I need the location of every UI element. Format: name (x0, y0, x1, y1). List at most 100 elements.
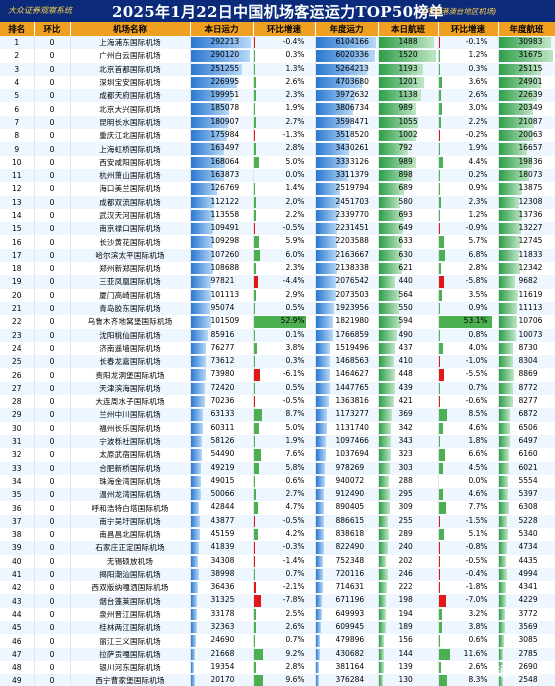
annual-flights-cell-bar (498, 329, 516, 341)
daily-flights-cell-bar (378, 236, 403, 248)
annual-flights-cell-value: 6497 (518, 435, 538, 445)
daily-flights-cell-value: 448 (398, 369, 413, 379)
table-row[interactable]: 14 0 武汉天河国际机场 113558 2.2% 2339770 693 1.2% 13736 (0, 208, 555, 223)
table-row[interactable]: 32 0 太原武宿国际机场 54490 7.6% 1037694 323 6.6% 6160 (0, 448, 555, 462)
daily-flights-cell-bar (378, 661, 384, 674)
table-row[interactable]: 42 0 西双版纳嘎洒国际机场 36436 -2.1% 714631 222 -1.8% 434… (0, 581, 555, 595)
table-row[interactable]: 13 0 成都双流国际机场 112122 2.0% 2451703 580 2.3% 12308 (0, 195, 555, 209)
table-row[interactable]: 37 0 南宁吴圩国际机场 43877 -0.5% 886615 255 -1.5% 5228 (0, 514, 555, 528)
annual-capacity-cell-bar (315, 196, 340, 208)
table-row[interactable]: 38 0 南昌昌北国际机场 45159 4.2% 838618 289 5.1% 5340 (0, 527, 555, 542)
table-row[interactable]: 26 0 贵阳龙洞堡国际机场 73980 -6.1% 1464627 448 -5.5% 886… (0, 368, 555, 382)
daily-capacity-cell-value: 126769 (210, 183, 240, 193)
annual-flights-cell: 31675 (498, 49, 555, 63)
daily-flights-cell-value: 198 (398, 595, 413, 605)
table-row[interactable]: 15 0 南京禄口国际机场 109491 -0.5% 2231451 649 -0.9% 132… (0, 222, 555, 236)
daily-flights-cell-bar (378, 582, 387, 594)
table-row[interactable]: 33 0 合肥新桥国际机场 49219 5.8% 978269 303 4.5% 6021 (0, 461, 555, 475)
daily-capacity-cell: 33178 (190, 607, 254, 622)
table-row[interactable]: 34 0 珠海金湾国际机场 49015 0.6% 940072 288 0.0% 5554 (0, 474, 555, 489)
capacity-growth-cell-bar (253, 608, 256, 621)
table-row[interactable]: 7 0 昆明长水国际机场 180907 2.7% 3598471 1055 2.2% 21087 (0, 115, 555, 130)
table-row[interactable]: 31 0 宁波栎社国际机场 58126 1.9% 1097466 343 1.8% 6497 (0, 434, 555, 449)
table-row[interactable]: 4 0 深圳宝安国际机场 226995 2.6% 4703680 1201 3.6% 24901 (0, 75, 555, 90)
rank-cell: 10 (0, 155, 35, 169)
table-row[interactable]: 29 0 兰州中川国际机场 63133 8.7% 1173277 369 8.5% 6872 (0, 408, 555, 422)
col-flight-growth[interactable]: 环比增速 (438, 22, 499, 36)
col-daily-capacity[interactable]: 本日运力 (190, 22, 254, 36)
rank-cell: 20 (0, 288, 35, 302)
col-airport-name[interactable]: 机场名称 (70, 22, 191, 36)
col-annual-flights[interactable]: 年度航班 (498, 22, 555, 36)
col-rank-change[interactable]: 环比 (34, 22, 71, 36)
table-row[interactable]: 19 0 三亚凤凰国际机场 97821 -4.4% 2076542 440 -5.8% 9682 (0, 275, 555, 289)
daily-flights-cell: 689 (378, 182, 439, 196)
capacity-growth-cell-bar (253, 63, 255, 75)
annual-flights-cell-bar (498, 156, 533, 168)
table-row[interactable]: 8 0 重庆江北国际机场 175984 -1.3% 3518520 1002 -0.2% 200… (0, 129, 555, 143)
flight-growth-cell-value: -1.8% (465, 582, 488, 592)
daily-flights-cell: 246 (378, 567, 439, 582)
table-row[interactable]: 28 0 大连周水子国际机场 70236 -0.5% 1363816 421 -0.6% 827… (0, 395, 555, 409)
table-row[interactable]: 24 0 济南遥墙国际机场 76277 3.8% 1519496 437 4.0% 8730 (0, 341, 555, 356)
annual-flights-cell-value: 5554 (518, 475, 538, 485)
annual-flights-cell: 8304 (498, 355, 555, 369)
daily-capacity-cell: 163497 (190, 142, 254, 156)
table-row[interactable]: 44 0 泉州晋江国际机场 33178 2.5% 649993 194 3.2% 3772 (0, 607, 555, 622)
table-row[interactable]: 43 0 烟台蓬莱国际机场 31325 -7.8% 671196 198 -7.0% 4229 (0, 594, 555, 608)
col-daily-flights[interactable]: 本日航班 (378, 22, 439, 36)
table-row[interactable]: 11 0 杭州萧山国际机场 163873 0.0% 3311379 898 0.2% 18073 (0, 168, 555, 183)
table-row[interactable]: 9 0 上海虹桥国际机场 163497 2.8% 3430261 792 1.9% 16657 (0, 142, 555, 156)
flight-growth-cell-value: -0.8% (465, 542, 488, 552)
annual-capacity-cell-value: 940072 (335, 475, 365, 485)
table-row[interactable]: 20 0 厦门高崎国际机场 101113 2.9% 2073503 564 3.5% 11619 (0, 288, 555, 302)
table-row[interactable]: 17 0 哈尔滨太平国际机场 107260 6.0% 2163667 630 6.8% 1183… (0, 248, 555, 263)
table-row[interactable]: 22 0 乌鲁木齐地窝堡国际机场 101509 52.9% 1821980 594 53.1%… (0, 315, 555, 329)
annual-flights-cell: 6021 (498, 461, 555, 475)
annual-flights-cell-value: 2690 (518, 661, 538, 671)
col-annual-capacity[interactable]: 年度运力 (315, 22, 379, 36)
rank-change-cell: 0 (34, 102, 71, 116)
table-row[interactable]: 47 0 拉萨贡嘎国际机场 21668 9.2% 430682 144 11.6% 2785 (0, 647, 555, 661)
table-row[interactable]: 23 0 沈阳桃仙国际机场 85916 0.1% 1766859 490 0.8% 10073 (0, 328, 555, 342)
table-row[interactable]: 5 0 成都天府国际机场 199951 2.3% 3972632 1138 2.6% 22639 (0, 89, 555, 103)
annual-capacity-cell-value: 2073503 (335, 289, 369, 299)
table-row[interactable]: 12 0 海口美兰国际机场 126769 1.4% 2519794 689 0.9% 13875 (0, 182, 555, 196)
col-capacity-growth[interactable]: 环比增速 (253, 22, 316, 36)
table-row[interactable]: 27 0 天津滨海国际机场 72420 0.5% 1447765 439 0.7% 8772 (0, 381, 555, 396)
table-row[interactable]: 6 0 北京大兴国际机场 185078 1.9% 3806734 989 3.0% 20349 (0, 102, 555, 116)
table-row[interactable]: 49 0 西宁曹家堡国际机场 20170 9.6% 376284 130 8.3% 2548 (0, 674, 555, 686)
table-row[interactable]: 41 0 揭阳潮汕国际机场 38998 0.7% 720116 246 -0.4% 4994 (0, 567, 555, 582)
table-row[interactable]: 1 0 上海浦东国际机场 292213 -0.4% 6104166 1488 -0.1% 309… (0, 36, 555, 50)
daily-flights-cell-bar (378, 542, 388, 554)
daily-flights-cell-value: 1138 (398, 90, 418, 100)
col-rank[interactable]: 排名 (0, 22, 35, 36)
table-row[interactable]: 40 0 无锡硕放机场 34308 -1.4% 752348 202 -0.5% 4435 (0, 554, 555, 568)
table-row[interactable]: 10 0 西安咸阳国际机场 168064 5.0% 3333126 989 4.4% 19836 (0, 155, 555, 169)
table-row[interactable]: 18 0 郑州新郑国际机场 108688 2.3% 2138338 621 2.8% 12342 (0, 262, 555, 276)
table-row[interactable]: 45 0 桂林两江国际机场 32363 2.6% 609945 189 3.8% 3569 (0, 621, 555, 635)
table-row[interactable]: 2 0 广州白云国际机场 290120 0.3% 6020336 1520 1.2% 31675 (0, 49, 555, 63)
table-row[interactable]: 39 0 石家庄正定国际机场 41839 -0.3% 822490 240 -0.8% 4734 (0, 541, 555, 555)
table-row[interactable]: 25 0 长春龙嘉国际机场 73612 0.3% 1468563 410 -1.0% 8304 (0, 355, 555, 369)
table-row[interactable]: 21 0 青岛胶东国际机场 95074 0.5% 1923956 550 0.9% 11113 (0, 301, 555, 316)
annual-capacity-cell-bar (315, 595, 323, 607)
daily-flights-cell-value: 342 (398, 422, 413, 432)
flight-growth-cell: 4.5% (438, 461, 499, 475)
daily-capacity-cell-value: 20170 (210, 675, 235, 685)
table-row[interactable]: 48 0 银川河东国际机场 19354 2.8% 381164 139 2.6% 2690 (0, 660, 555, 675)
table-row[interactable]: 16 0 长沙黄花国际机场 109298 5.9% 2203588 633 5.7% 12745 (0, 235, 555, 249)
daily-capacity-cell-value: 108688 (210, 263, 240, 273)
annual-flights-cell-value: 16657 (518, 143, 543, 153)
daily-flights-cell-bar (378, 183, 405, 195)
daily-capacity-cell: 50066 (190, 488, 254, 502)
table-row[interactable]: 3 0 北京首都国际机场 251255 1.3% 5264213 1193 0.3% 25115 (0, 62, 555, 76)
flight-growth-cell: 2.3% (438, 195, 499, 209)
daily-flights-cell-bar (378, 116, 419, 129)
table-row[interactable]: 46 0 丽江三义国际机场 24690 0.7% 479896 156 0.6% 3085 (0, 634, 555, 648)
table-row[interactable]: 30 0 福州长乐国际机场 60311 5.0% 1131740 342 4.6% 6506 (0, 421, 555, 435)
flight-growth-cell-value: -0.5% (465, 555, 488, 565)
table-row[interactable]: 36 0 呼和浩特白塔国际机场 42844 4.7% 890405 309 7.7% 6308 (0, 501, 555, 515)
table-row[interactable]: 35 0 温州龙湾国际机场 50066 2.7% 912490 295 4.6% 5397 (0, 488, 555, 502)
daily-capacity-cell-value: 42844 (210, 502, 235, 512)
